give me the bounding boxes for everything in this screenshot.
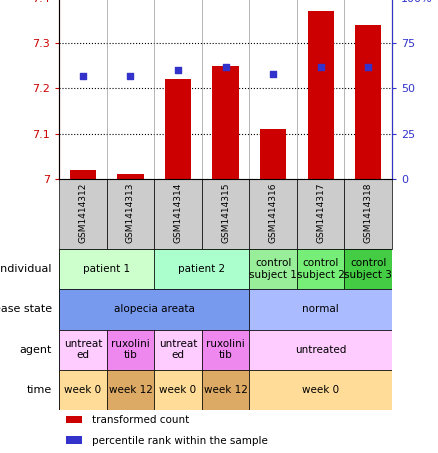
Bar: [260, 129, 286, 179]
Text: patient 2: patient 2: [178, 264, 226, 274]
Point: [174, 67, 181, 74]
Bar: [59, 370, 107, 410]
Text: transformed count: transformed count: [92, 415, 190, 425]
Bar: [202, 330, 249, 370]
Bar: [212, 66, 239, 179]
Point: [127, 72, 134, 79]
Bar: [344, 249, 392, 289]
Bar: [249, 249, 297, 289]
Bar: [307, 11, 334, 179]
Bar: [107, 179, 154, 249]
Text: agent: agent: [20, 345, 52, 355]
Text: control
subject 3: control subject 3: [344, 259, 392, 280]
Text: untreated: untreated: [295, 345, 346, 355]
Text: GSM1414316: GSM1414316: [268, 183, 278, 243]
Text: disease state: disease state: [0, 304, 52, 314]
Point: [317, 63, 324, 70]
Bar: [107, 370, 154, 410]
Text: GSM1414314: GSM1414314: [173, 183, 183, 243]
Text: normal: normal: [302, 304, 339, 314]
Text: week 0: week 0: [159, 385, 197, 395]
Point: [270, 70, 277, 77]
Bar: [249, 179, 297, 249]
Bar: [107, 330, 154, 370]
Bar: [344, 179, 392, 249]
Text: untreat
ed: untreat ed: [159, 339, 197, 361]
Bar: [249, 370, 392, 410]
Bar: [59, 330, 107, 370]
Bar: [202, 370, 249, 410]
Bar: [154, 370, 202, 410]
Text: GSM1414313: GSM1414313: [126, 183, 135, 243]
Bar: [297, 179, 344, 249]
Text: week 0: week 0: [64, 385, 102, 395]
Bar: [154, 249, 249, 289]
Text: ruxolini
tib: ruxolini tib: [206, 339, 245, 361]
Bar: [355, 25, 381, 179]
Bar: [297, 249, 344, 289]
Point: [222, 63, 229, 70]
Text: ruxolini
tib: ruxolini tib: [111, 339, 150, 361]
Text: week 12: week 12: [109, 385, 152, 395]
Text: control
subject 1: control subject 1: [249, 259, 297, 280]
Text: GSM1414318: GSM1414318: [364, 183, 373, 243]
Text: untreat
ed: untreat ed: [64, 339, 102, 361]
Bar: [154, 330, 202, 370]
Text: individual: individual: [0, 264, 52, 274]
Text: GSM1414312: GSM1414312: [78, 183, 88, 243]
Bar: [66, 416, 82, 424]
Bar: [165, 79, 191, 179]
Text: patient 1: patient 1: [83, 264, 130, 274]
Bar: [154, 179, 202, 249]
Bar: [249, 289, 392, 330]
Bar: [70, 170, 96, 179]
Bar: [249, 330, 392, 370]
Text: alopecia areata: alopecia areata: [114, 304, 194, 314]
Text: percentile rank within the sample: percentile rank within the sample: [92, 435, 268, 446]
Text: control
subject 2: control subject 2: [297, 259, 345, 280]
Text: week 0: week 0: [302, 385, 339, 395]
Bar: [59, 249, 154, 289]
Point: [79, 72, 86, 79]
Point: [365, 63, 372, 70]
Text: time: time: [27, 385, 52, 395]
Bar: [59, 289, 249, 330]
Bar: [59, 179, 107, 249]
Bar: [117, 174, 144, 179]
Bar: [66, 437, 82, 444]
Text: GSM1414317: GSM1414317: [316, 183, 325, 243]
Text: GSM1414315: GSM1414315: [221, 183, 230, 243]
Bar: [202, 179, 249, 249]
Text: week 12: week 12: [204, 385, 247, 395]
